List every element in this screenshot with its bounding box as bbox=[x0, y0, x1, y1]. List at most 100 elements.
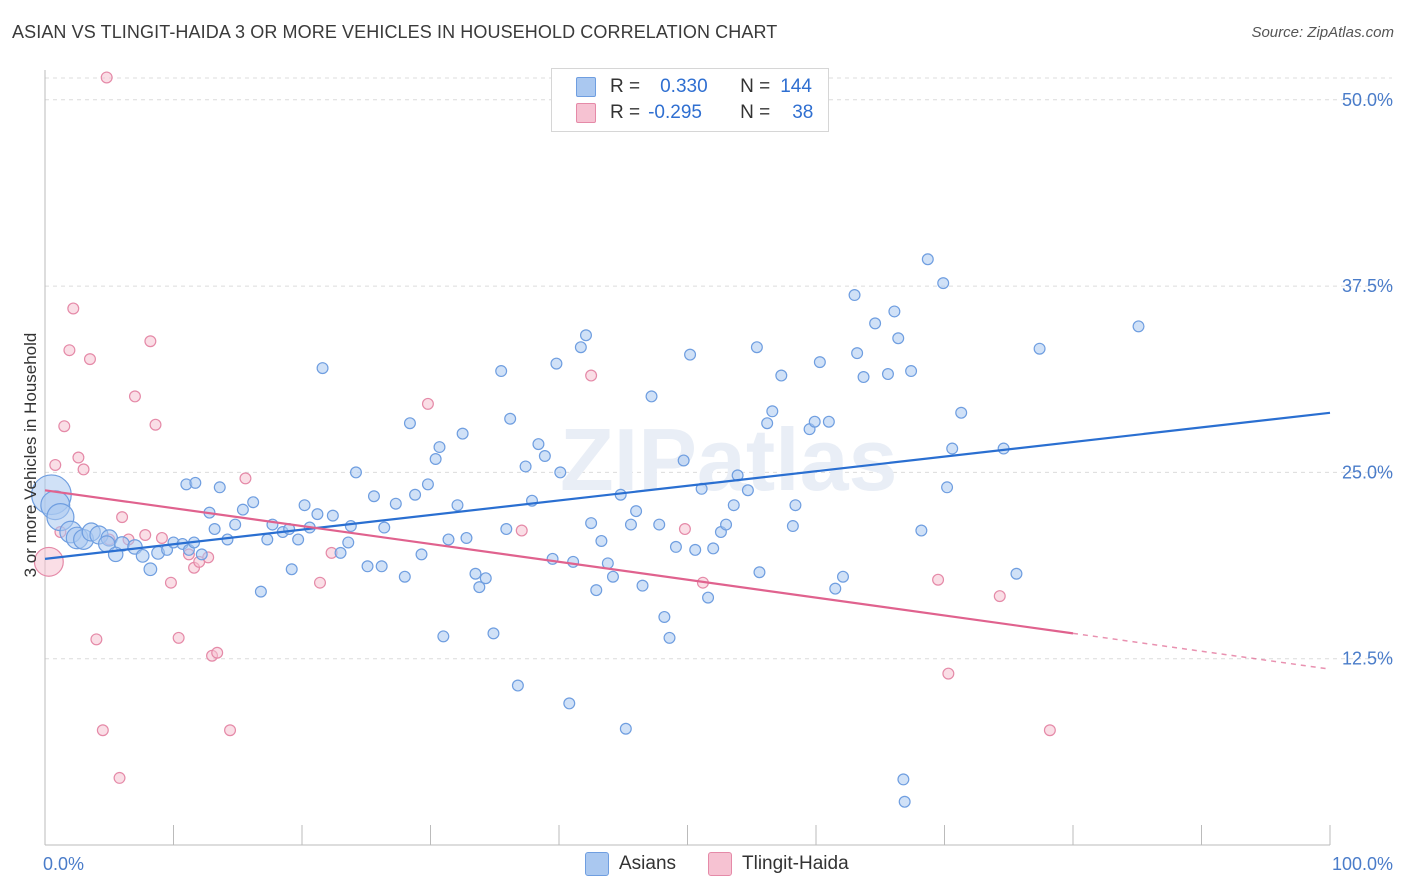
legend-item-asians[interactable]: Asians bbox=[585, 852, 676, 876]
asian-point bbox=[822, 415, 835, 428]
asian-point bbox=[813, 356, 826, 369]
asian-point bbox=[195, 548, 208, 561]
legend-label-asians: Asians bbox=[619, 853, 677, 874]
asian-point bbox=[334, 546, 347, 559]
asian-point bbox=[1033, 342, 1046, 355]
asian-point bbox=[766, 405, 779, 418]
r-label: R = bbox=[610, 76, 641, 97]
asian-point bbox=[143, 562, 158, 577]
asian-point bbox=[437, 630, 450, 643]
asian-point bbox=[941, 481, 954, 494]
x-tick-label: 100.0% bbox=[1332, 854, 1393, 874]
asian-point bbox=[567, 555, 580, 568]
asian-point bbox=[367, 490, 380, 503]
asian-point bbox=[636, 579, 649, 592]
asian-point bbox=[213, 481, 226, 494]
tlingit-point bbox=[77, 463, 90, 476]
y-tick-label: 25.0% bbox=[1342, 462, 1393, 482]
r-label: R = bbox=[610, 102, 641, 123]
asian-point bbox=[403, 417, 416, 430]
asian-point bbox=[316, 362, 329, 375]
legend-label-tlingit: Tlingit-Haida bbox=[742, 853, 849, 874]
n-value: 144 bbox=[780, 76, 812, 97]
tick-labels: 12.5% 25.0% 37.5% 50.0% 0.0% 100.0% bbox=[43, 90, 1393, 874]
asian-point bbox=[511, 679, 524, 692]
asian-point bbox=[761, 417, 774, 430]
asians-legend-swatch bbox=[585, 852, 609, 876]
asian-point bbox=[741, 484, 754, 497]
asian-point bbox=[658, 610, 671, 623]
asian-point bbox=[585, 517, 598, 530]
asian-point bbox=[292, 533, 305, 546]
asian-point bbox=[311, 508, 324, 521]
asian-point bbox=[677, 454, 690, 467]
axes bbox=[44, 70, 1331, 846]
asian-point bbox=[663, 631, 676, 644]
asian-point bbox=[857, 371, 870, 384]
asian-point bbox=[375, 560, 388, 573]
asian-point bbox=[409, 488, 422, 501]
asian-point bbox=[451, 499, 464, 512]
asian-point bbox=[653, 518, 666, 531]
asian-point bbox=[378, 521, 391, 534]
asian-point bbox=[786, 520, 799, 533]
r-value: -0.295 bbox=[648, 102, 702, 123]
asian-point bbox=[579, 329, 592, 342]
asian-point bbox=[595, 534, 608, 547]
tlingit-point bbox=[239, 472, 252, 485]
asian-point bbox=[689, 543, 702, 556]
asian-point bbox=[298, 499, 311, 512]
trend-lines bbox=[44, 411, 1331, 670]
tlingit-point bbox=[83, 353, 96, 366]
tlingit-point bbox=[113, 771, 126, 784]
x-tick-label: 0.0% bbox=[43, 854, 84, 874]
asian-point bbox=[630, 505, 643, 518]
tlingit-point bbox=[932, 573, 945, 586]
asian-point bbox=[326, 509, 339, 522]
asian-point bbox=[851, 347, 864, 360]
tlingit-point bbox=[72, 451, 85, 464]
tlingit-point bbox=[421, 397, 434, 410]
tlingit-point bbox=[211, 646, 224, 659]
asian-point bbox=[702, 591, 715, 604]
asian-point bbox=[429, 452, 442, 465]
asian-point bbox=[789, 499, 802, 512]
source-credit: Source: ZipAtlas.com bbox=[1251, 24, 1394, 41]
r-value: 0.330 bbox=[660, 76, 708, 97]
tlingit-point bbox=[585, 369, 598, 382]
asian-point bbox=[624, 518, 637, 531]
asian-point bbox=[707, 542, 720, 555]
asian-point bbox=[389, 497, 402, 510]
tlingit-point bbox=[144, 335, 157, 348]
legend-item-tlingit[interactable]: Tlingit-Haida bbox=[708, 852, 849, 876]
y-tick-label: 37.5% bbox=[1342, 276, 1393, 296]
asian-point bbox=[456, 427, 469, 440]
asian-point bbox=[442, 533, 455, 546]
asian-point bbox=[550, 357, 563, 370]
asian-point bbox=[619, 722, 632, 735]
tlingit-point bbox=[116, 511, 129, 524]
asian-point bbox=[421, 478, 434, 491]
asian-point bbox=[898, 795, 911, 808]
asian-points bbox=[31, 253, 1145, 808]
y-tick-label: 12.5% bbox=[1342, 649, 1393, 669]
asian-point bbox=[261, 533, 274, 546]
tlingit-trend-extension bbox=[1072, 632, 1331, 670]
asian-point bbox=[495, 365, 508, 378]
n-label: N = bbox=[740, 76, 771, 97]
legend-row-tlingit: R = -0.295 N = 38 bbox=[576, 101, 813, 125]
tlingit-point bbox=[515, 524, 528, 537]
asian-point bbox=[460, 531, 473, 544]
asian-point bbox=[189, 476, 202, 489]
tlingit-point bbox=[96, 724, 109, 737]
asian-point bbox=[836, 570, 849, 583]
asians-swatch bbox=[576, 77, 596, 97]
tlingit-point bbox=[67, 302, 80, 315]
asian-point bbox=[829, 582, 842, 595]
asian-point bbox=[669, 540, 682, 553]
asian-point bbox=[135, 548, 150, 563]
asian-point bbox=[504, 412, 517, 425]
tlingit-point bbox=[90, 633, 103, 646]
tlingit-point bbox=[313, 576, 326, 589]
